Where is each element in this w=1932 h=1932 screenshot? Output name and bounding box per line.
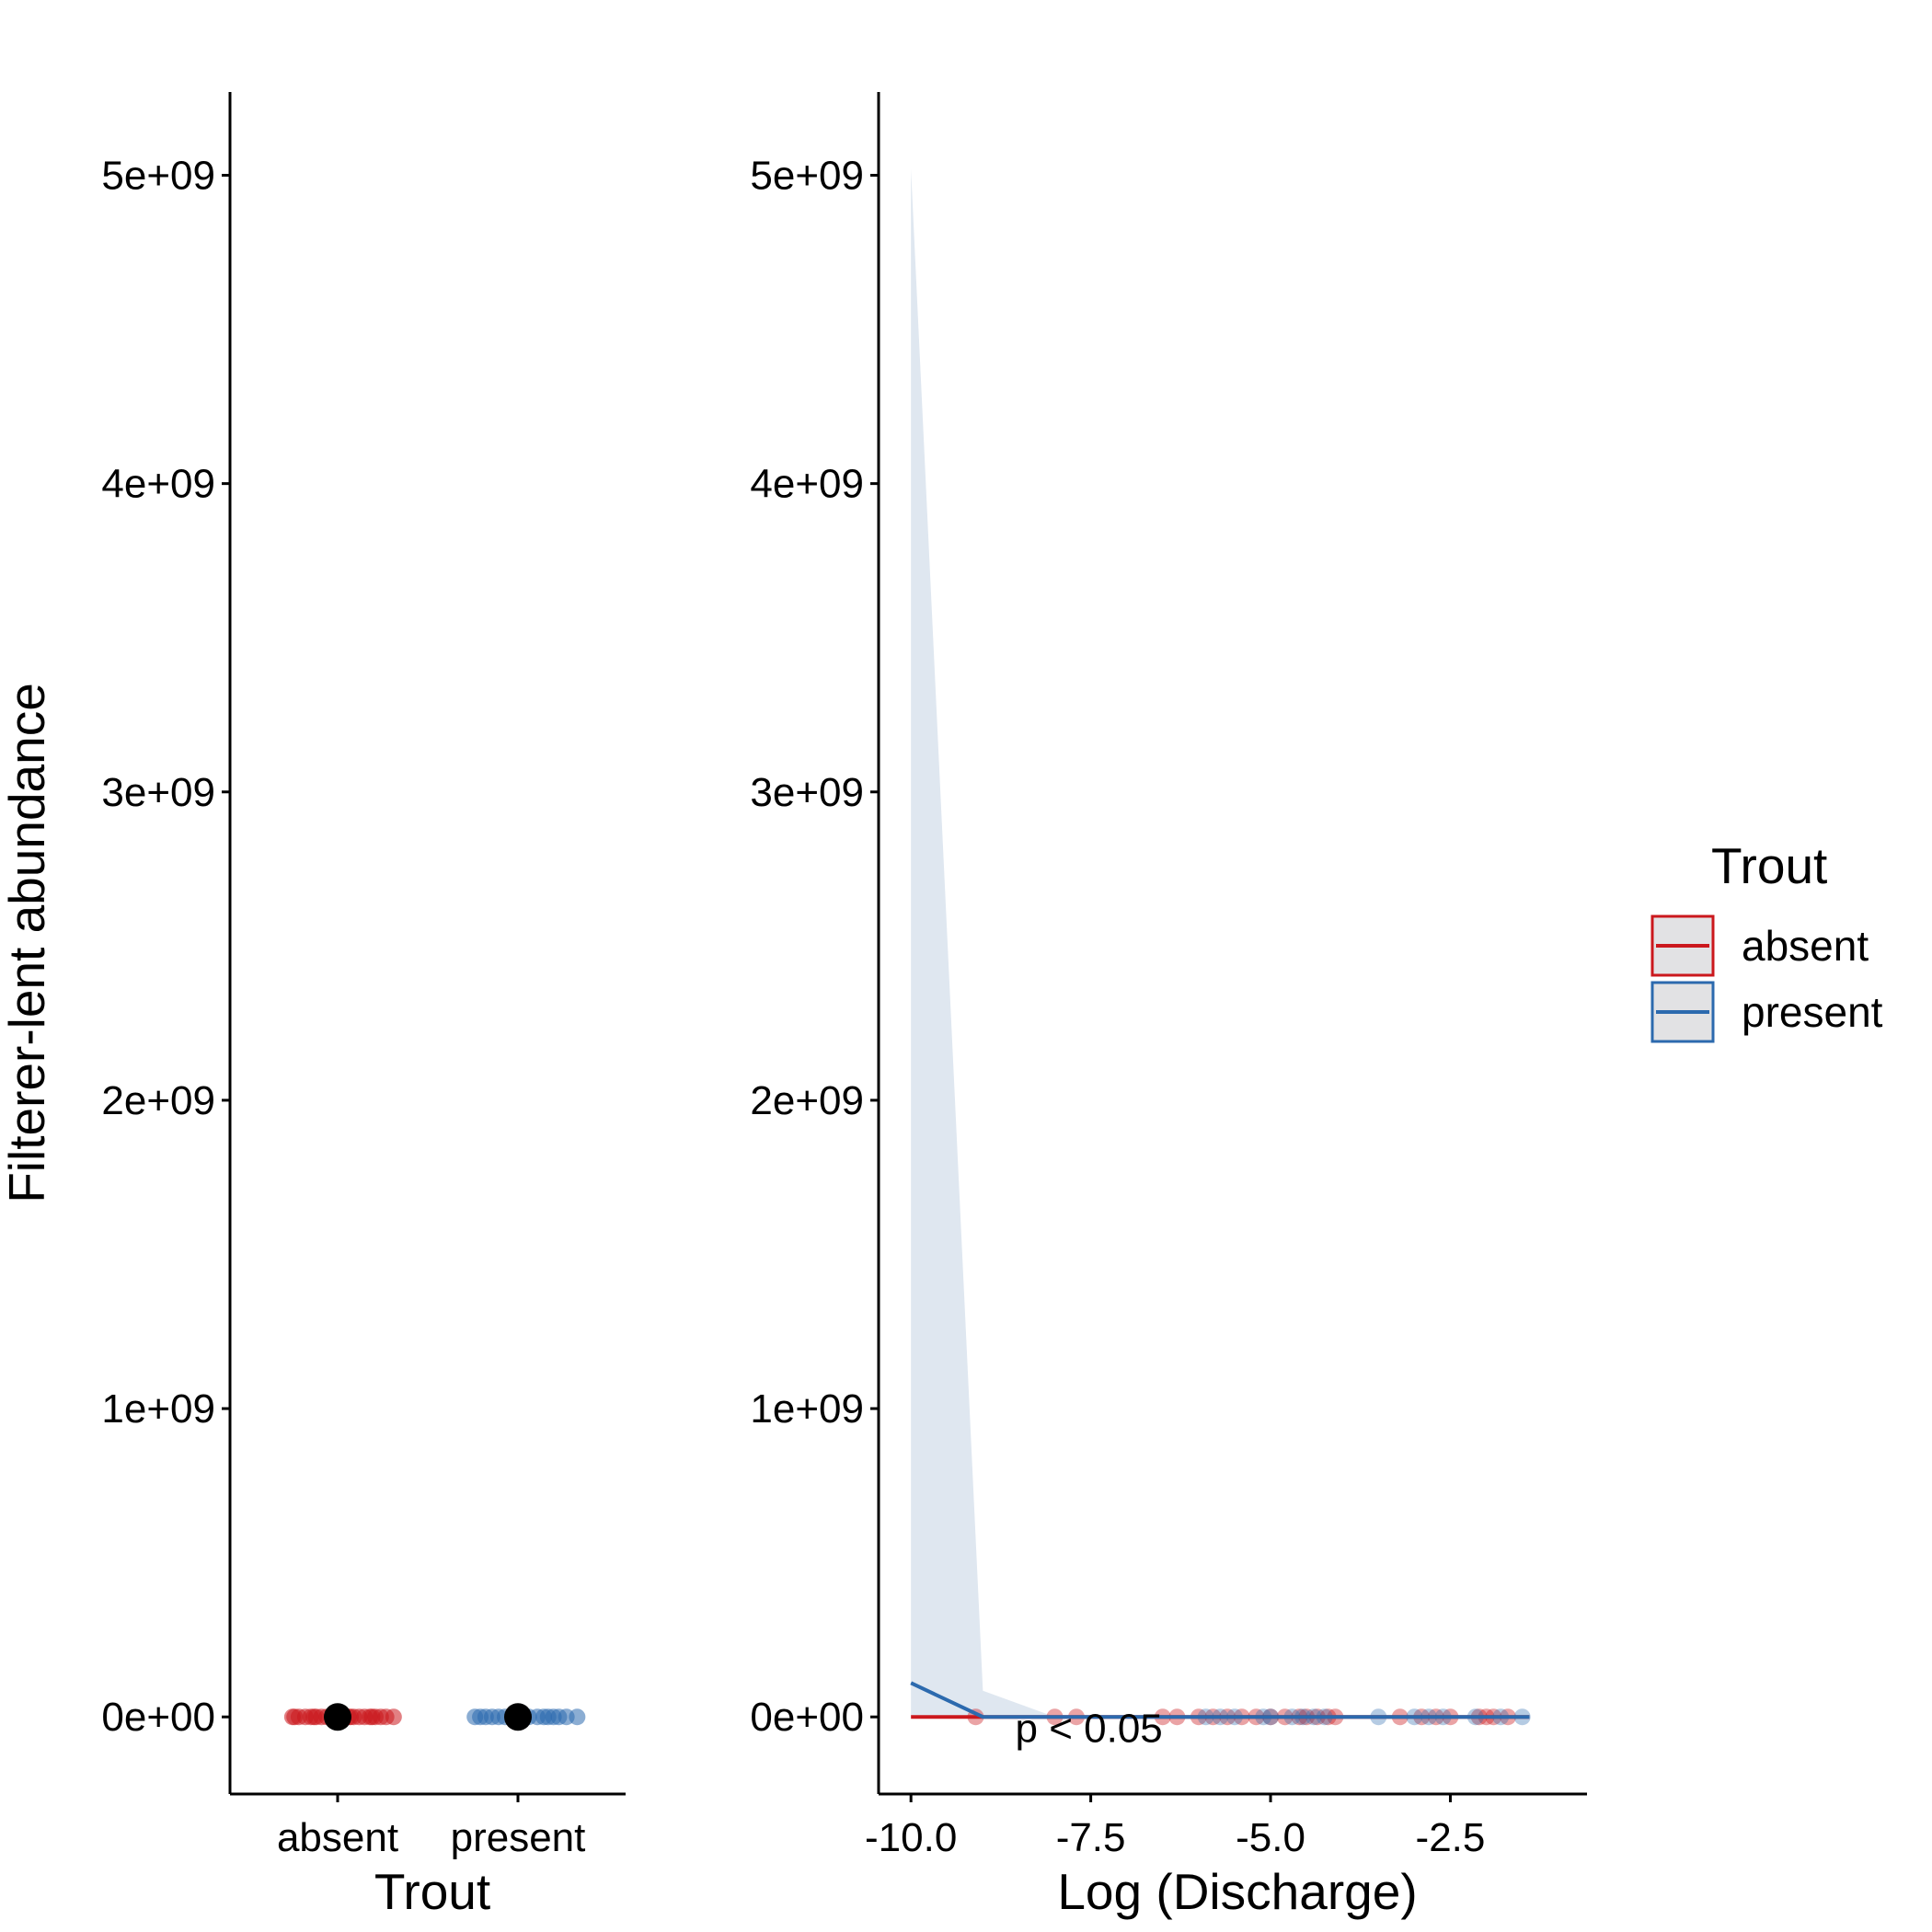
- y-tick-label: 2e+09: [101, 1078, 215, 1123]
- legend-entries: absent present: [1650, 914, 1883, 1043]
- data-point-absent: [286, 1708, 304, 1726]
- right-x-ticks: -10.0 -7.5 -5.0 -2.5: [865, 1794, 1485, 1860]
- y-tick-label: 0e+00: [750, 1695, 864, 1740]
- left-marks: [283, 1703, 586, 1731]
- y-tick-label: 4e+09: [750, 462, 864, 507]
- y-tick-label: 3e+09: [750, 770, 864, 815]
- left-y-ticks: 0e+00 1e+09 2e+09 3e+09 4e+09 5e+09: [101, 153, 230, 1740]
- x-tick-label: -7.5: [1056, 1815, 1126, 1860]
- y-axis-title: Filterer-lent abundance: [0, 683, 55, 1203]
- x-tick-label: -5.0: [1236, 1815, 1305, 1860]
- y-tick-label: 2e+09: [750, 1078, 864, 1123]
- x-tick-label: present: [451, 1815, 586, 1860]
- p-value-annotation: p < 0.05: [1016, 1707, 1163, 1752]
- left-x-axis-title: Trout: [374, 1863, 490, 1920]
- y-tick-label: 1e+09: [101, 1386, 215, 1432]
- left-x-ticks: absent present: [277, 1794, 585, 1860]
- fit-line-present: [910, 1681, 1530, 1719]
- y-tick-label: 1e+09: [750, 1386, 864, 1432]
- data-point-absent: [363, 1708, 381, 1726]
- ribbon-present: [911, 168, 1530, 1718]
- y-tick-label: 4e+09: [101, 462, 215, 507]
- legend-label-present: present: [1742, 988, 1883, 1036]
- data-point-present: [569, 1708, 586, 1726]
- x-tick-label: absent: [277, 1815, 398, 1860]
- right-y-ticks: 0e+00 1e+09 2e+09 3e+09 4e+09 5e+09: [750, 153, 879, 1740]
- mean-point: [504, 1703, 532, 1731]
- x-tick-label: -2.5: [1416, 1815, 1486, 1860]
- confidence-ribbons: [911, 168, 1530, 1718]
- y-tick-label: 0e+00: [101, 1695, 215, 1740]
- data-point-absent: [385, 1708, 402, 1726]
- x-tick-label: -10.0: [865, 1815, 957, 1860]
- right-x-axis-title: Log (Discharge): [1057, 1863, 1417, 1920]
- legend-label-absent: absent: [1742, 922, 1869, 970]
- y-tick-label: 5e+09: [101, 153, 215, 198]
- y-tick-label: 3e+09: [101, 770, 215, 815]
- right-panel: p < 0.05 0e+001e+092e+093e+094e+095e+09 …: [750, 92, 1587, 1920]
- mean-point: [324, 1703, 351, 1731]
- fit-lines: [910, 1681, 1530, 1719]
- y-tick-label: 5e+09: [750, 153, 864, 198]
- legend-title: Trout: [1711, 837, 1827, 894]
- data-point-absent: [305, 1708, 323, 1726]
- left-panel: 0e+00 1e+09 2e+09 3e+09 4e+09 5e+09 absent pre…: [0, 92, 626, 1920]
- legend: Trout absent present: [1650, 837, 1883, 1043]
